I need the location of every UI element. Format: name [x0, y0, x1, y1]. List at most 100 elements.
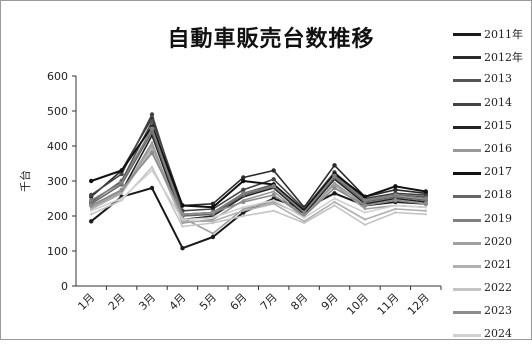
data-point-2020-9月	[333, 183, 336, 186]
legend-swatch	[453, 79, 481, 83]
y-tick-label: 600	[47, 70, 68, 83]
data-point-2022-5月	[211, 221, 215, 225]
legend-label: 2021	[484, 257, 512, 271]
data-point-2019-2月	[119, 180, 124, 185]
data-point-2021-4月	[181, 220, 184, 223]
legend-swatch	[453, 195, 481, 199]
legend-swatch	[453, 264, 481, 268]
data-point-2016-9月	[333, 181, 336, 184]
data-point-2024-8月	[302, 216, 306, 219]
data-point-2023-10月	[362, 203, 368, 208]
legend-item: 2015	[453, 116, 531, 139]
data-point-2011年-5月	[210, 234, 216, 240]
data-point-2012年-11月	[393, 187, 398, 192]
data-point-2023-12月	[423, 201, 428, 206]
data-point-2022-12月	[424, 213, 427, 216]
data-point-2017-4月	[180, 203, 185, 208]
legend-swatch	[453, 334, 481, 338]
data-point-2023-1月	[89, 203, 94, 208]
x-tick-label: 11月	[375, 291, 402, 318]
data-point-2017-6月	[241, 178, 246, 184]
data-point-2022-2月	[120, 199, 123, 202]
data-point-2021-7月	[272, 202, 275, 205]
data-point-2019-3月	[149, 126, 155, 131]
series-line-2021	[90, 148, 426, 223]
legend-item: 2012年	[453, 46, 531, 69]
data-point-2022-7月	[272, 209, 275, 212]
legend-label: 2022	[484, 281, 512, 295]
data-point-2021-9月	[333, 200, 336, 204]
data-point-2024-6月	[242, 206, 245, 209]
data-point-2024-9月	[333, 197, 336, 200]
legend-label: 2011年	[484, 28, 523, 41]
data-point-2021-6月	[242, 209, 245, 212]
data-point-2011年-3月	[149, 185, 155, 191]
y-axis-title: 千台	[18, 170, 32, 192]
data-point-2012年-6月	[241, 175, 246, 180]
legend-item: 2020	[453, 232, 531, 255]
data-point-2023-2月	[119, 187, 124, 192]
legend-item: 2011年	[453, 23, 531, 46]
data-point-2024-4月	[181, 218, 184, 221]
data-point-2022-8月	[302, 221, 306, 225]
data-point-2023-11月	[393, 198, 398, 203]
data-point-2019-10月	[362, 198, 368, 203]
data-point-2024-10月	[363, 211, 367, 214]
data-point-2024-12月	[424, 206, 427, 209]
legend-label: 2018	[484, 188, 512, 202]
data-point-2021-2月	[120, 192, 123, 195]
legend-item: 2023	[453, 301, 531, 324]
data-point-2017-5月	[210, 205, 216, 210]
x-tick-label: 2月	[106, 291, 128, 313]
data-point-2021-10月	[363, 218, 367, 221]
x-tick-label: 10月	[344, 291, 371, 318]
chart-frame: 0 100 200 300 400 500 600 1月 2月 3月 4月 5月 6月 7月 8月 9月 10月…	[0, 0, 532, 340]
y-tick-label: 400	[47, 140, 68, 153]
data-point-2019-7月	[271, 184, 276, 189]
chart-title: 自動車販売台数推移	[167, 27, 375, 52]
legend-label: 2019	[484, 211, 512, 225]
legend-item: 2022	[453, 278, 531, 301]
legend-item: 2019	[453, 209, 531, 232]
legend-label: 2012年	[484, 51, 523, 65]
data-point-2024-7月	[272, 199, 275, 202]
data-point-2024-11月	[394, 204, 397, 207]
data-point-2024-1月	[90, 209, 93, 212]
data-point-2014-6月	[241, 187, 246, 192]
data-point-2019-6月	[241, 191, 246, 196]
legend-label: 2016	[484, 141, 512, 155]
data-point-2017-10月	[362, 194, 368, 199]
data-point-2017-11月	[393, 184, 398, 189]
legend-label: 2017	[484, 165, 512, 179]
data-point-2022-9月	[333, 204, 336, 207]
data-point-2014-7月	[271, 177, 276, 182]
data-point-2021-11月	[394, 207, 397, 211]
data-point-2021-3月	[150, 148, 154, 151]
data-point-2023-6月	[241, 199, 246, 205]
data-point-2019-9月	[332, 173, 337, 178]
data-point-2024-3月	[150, 169, 154, 172]
y-tick-label: 0	[61, 280, 68, 293]
legend-item: 2018	[453, 185, 531, 208]
data-point-2014-12月	[423, 192, 428, 198]
legend-item: 2014	[453, 93, 531, 116]
data-point-2024-5月	[211, 216, 215, 219]
legend-item: 2016	[453, 139, 531, 162]
data-point-2012年-9月	[332, 163, 337, 168]
data-point-2020-10月	[363, 207, 367, 211]
data-point-2011年-7月	[271, 196, 276, 201]
data-point-2020-6月	[242, 207, 245, 211]
data-point-2022-10月	[363, 223, 367, 226]
legend-item: 2021	[453, 255, 531, 278]
series-line-2015	[90, 134, 426, 221]
legend-swatch	[453, 33, 481, 36]
series-line-2018	[90, 131, 426, 217]
legend-label: 2013	[484, 72, 512, 86]
legend-swatch	[453, 288, 481, 292]
data-point-2022-6月	[242, 214, 245, 218]
data-point-2014-1月	[89, 192, 94, 198]
x-tick-label: 9月	[319, 291, 341, 313]
legend-item: 2024	[453, 324, 531, 347]
data-point-2019-11月	[393, 192, 398, 198]
y-tick-label: 500	[47, 105, 68, 118]
